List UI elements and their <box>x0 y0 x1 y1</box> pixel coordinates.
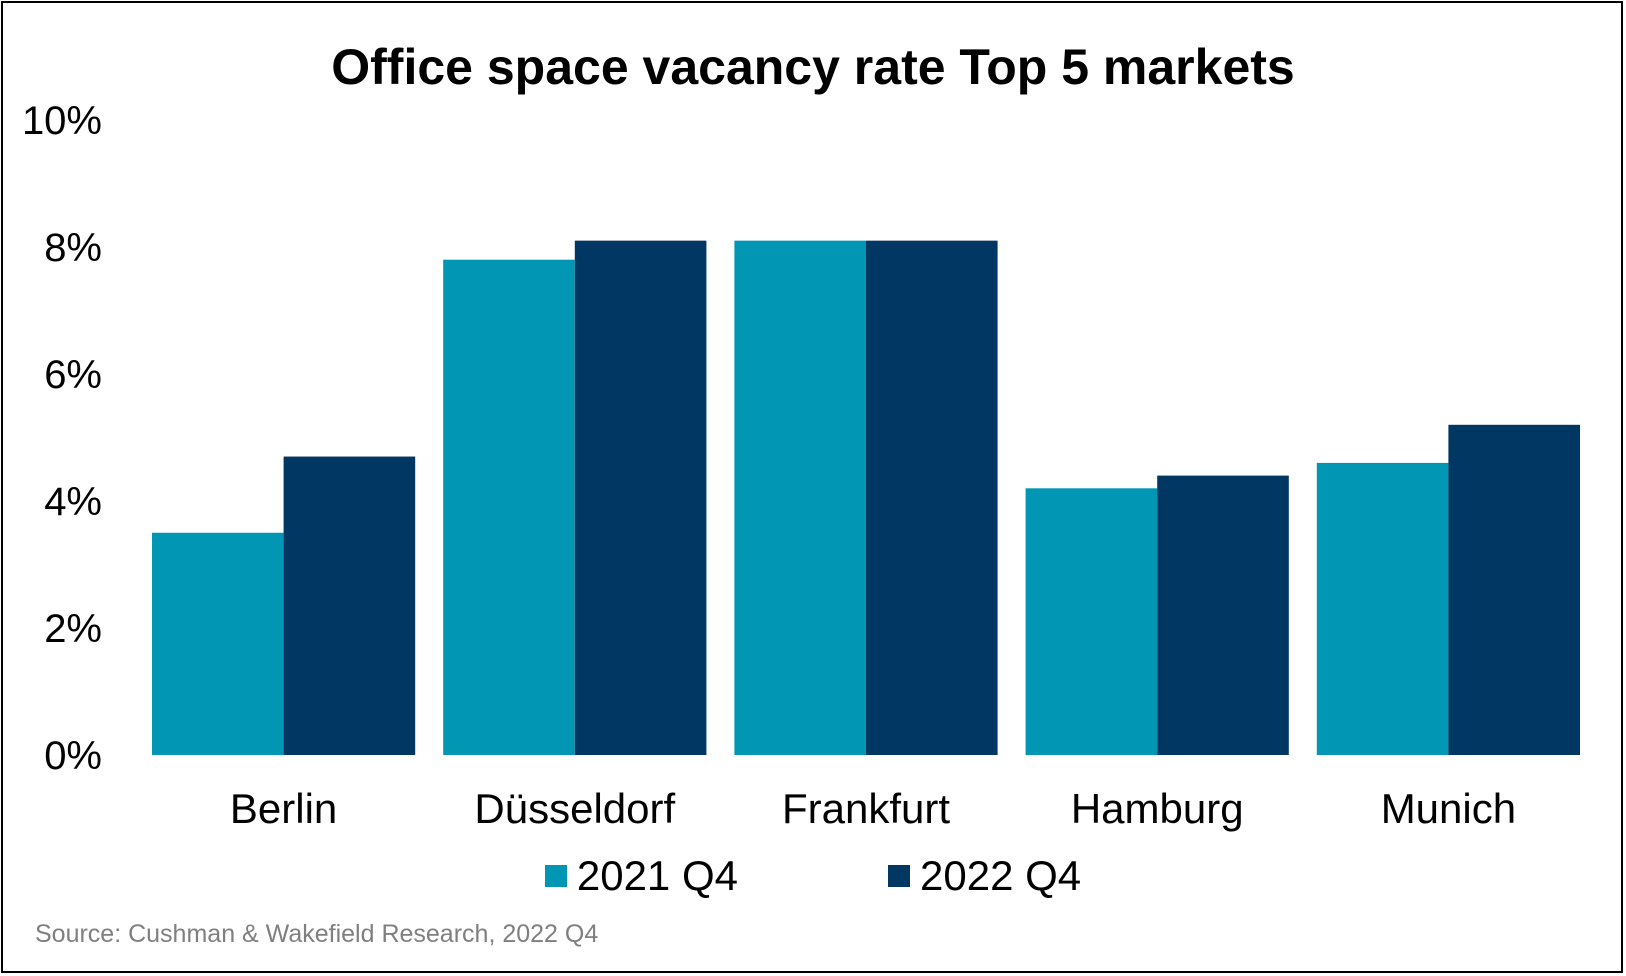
bar-hamburg-series-1 <box>1025 488 1158 755</box>
chart-title: Office space vacancy rate Top 5 markets <box>331 39 1295 95</box>
y-tick-label: 8% <box>44 226 102 270</box>
bars <box>152 240 1580 755</box>
legend-swatch-series-2 <box>888 865 910 887</box>
source-note: Source: Cushman & Wakefield Research, 20… <box>35 920 599 948</box>
x-category-label: Frankfurt <box>782 785 950 832</box>
x-category-label: Berlin <box>230 785 337 832</box>
legend-label-series-1: 2021 Q4 <box>576 852 738 899</box>
y-tick-label: 10% <box>22 99 102 143</box>
x-category-label: Munich <box>1381 785 1516 832</box>
bar-munich-series-2 <box>1448 424 1580 755</box>
bar-frankfurt-series-1 <box>734 240 866 755</box>
y-tick-label: 6% <box>44 353 102 397</box>
bar-frankfurt-series-2 <box>866 240 998 755</box>
y-axis: 0% 2% 4% 6% 8% 10% <box>22 99 102 778</box>
y-tick-label: 2% <box>44 607 102 651</box>
legend-label-series-2: 2022 Q4 <box>920 852 1082 899</box>
legend-item-series-1: 2021 Q4 <box>544 852 738 900</box>
x-category-label: Hamburg <box>1071 785 1244 832</box>
legend-swatch-series-1 <box>544 865 567 887</box>
bar-d-sseldorf-series-2 <box>574 240 707 755</box>
x-category-label: Düsseldorf <box>474 785 675 832</box>
y-tick-label: 4% <box>44 480 102 524</box>
bar-d-sseldorf-series-1 <box>443 259 575 755</box>
x-axis: Berlin Düsseldorf Frankfurt Hamburg Munich <box>230 785 1516 832</box>
legend: 2021 Q4 2022 Q4 <box>0 852 1626 900</box>
bar-berlin-series-1 <box>152 532 284 755</box>
legend-item-series-2: 2022 Q4 <box>888 852 1081 900</box>
bar-hamburg-series-2 <box>1157 475 1289 755</box>
bar-munich-series-1 <box>1316 462 1449 755</box>
y-tick-label: 0% <box>44 734 102 778</box>
bar-berlin-series-2 <box>283 456 416 755</box>
